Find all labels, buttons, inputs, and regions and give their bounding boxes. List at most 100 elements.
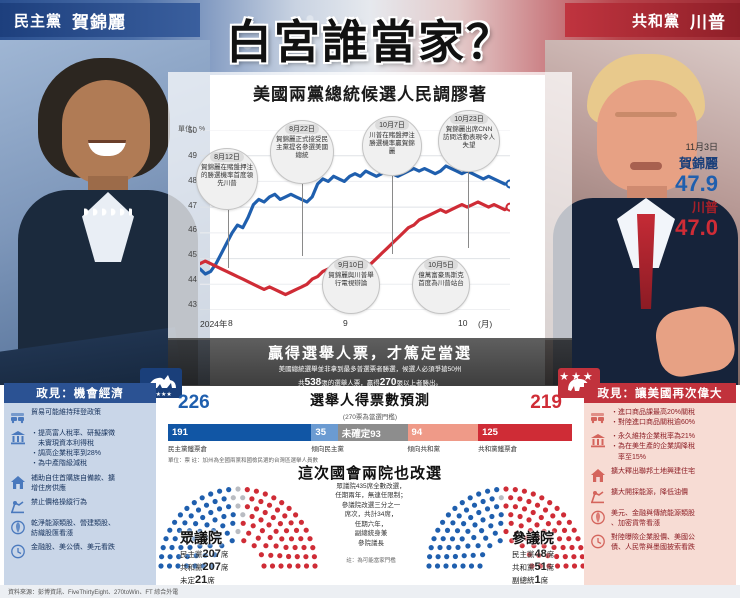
policy-item: 金融股、美公債、美元看跌 xyxy=(9,543,151,560)
chamber-seat xyxy=(508,495,514,501)
chamber-seat xyxy=(258,498,264,505)
chamber-seat xyxy=(498,495,504,501)
chamber-seat xyxy=(452,553,458,560)
chamber-seat xyxy=(307,536,313,542)
chamber-seat xyxy=(216,506,223,512)
policy-item: 貿易可能維持拜登政策 xyxy=(9,408,151,425)
chamber-seat xyxy=(545,553,551,559)
chamber-seat xyxy=(212,498,218,505)
congress-note-line: 任期六年， xyxy=(354,520,388,528)
congress-note-line: 眾議院435席全數改選， xyxy=(336,483,406,490)
chamber-seat xyxy=(240,520,246,526)
policy-item-text: 貿易可能維持拜登政策 xyxy=(31,408,101,418)
chamber-seat xyxy=(449,536,456,542)
policy-line: 美元、金融與傳統能源類股 xyxy=(611,509,695,517)
chamber-seat xyxy=(444,554,450,560)
house-name: 眾議院 xyxy=(180,530,222,546)
annotation-bubble-3: 9月10日 賀錦麗與川普舉行電視辯論 xyxy=(322,256,380,314)
chamber-seat xyxy=(303,563,310,569)
chamber-seat xyxy=(176,554,182,560)
chamber-seat xyxy=(261,563,267,569)
chamber-seat xyxy=(518,523,524,529)
chamber-seat xyxy=(534,522,540,528)
chamber-row: 共和黨51席 xyxy=(512,561,554,573)
chamber-seat xyxy=(172,519,178,525)
banner-l2e: 張以上者勝出。 xyxy=(396,379,442,387)
chamber-seat xyxy=(451,563,458,569)
chamber-seat xyxy=(440,536,446,542)
chamber-seat xyxy=(578,545,584,551)
chamber-seat xyxy=(538,514,544,521)
policy-item: 對陸曝險企業股價、美國公 債、人民幣與墨國披索看跌 xyxy=(589,533,731,553)
poll-endpoint-harris xyxy=(505,179,510,189)
policy-item-text: ・提高富人稅率、研擬課徵 未實現資本利得稅 ・調高企業稅率到28% ・為中產階級減稅 xyxy=(31,429,115,470)
y-tick-44: 44 xyxy=(188,275,197,285)
chamber-seat xyxy=(541,543,547,549)
chamber-seat xyxy=(192,563,198,569)
chamber-seat xyxy=(547,500,553,506)
policy-line: 貿易可能維持拜登政策 xyxy=(31,409,101,416)
congress-note-line: 任期兩年，無連任限制； xyxy=(335,492,407,500)
chamber-seat xyxy=(498,520,504,526)
chamber-seat xyxy=(437,544,443,551)
oil-pump-icon xyxy=(589,488,606,505)
chamber-row-value: 207 xyxy=(202,548,221,560)
chamber-seat xyxy=(460,563,466,569)
chamber-seat xyxy=(310,545,316,551)
poll-endpoint-trump xyxy=(505,202,510,212)
chamber-seat xyxy=(183,563,190,569)
chamber-seat xyxy=(273,528,279,534)
banner-line1: 美國總統選舉並非拿到最多普選票者勝選，候選人必須爭搶50州 xyxy=(278,366,462,373)
chamber-seat xyxy=(428,545,434,551)
chamber-seat xyxy=(523,535,529,541)
chart-title: 美國兩黨總統候選人民調膠著 xyxy=(253,85,487,104)
chamber-seat xyxy=(531,543,537,549)
electoral-key-4: 共和黨鐵票倉 xyxy=(478,446,518,453)
chamber-seat xyxy=(489,513,495,520)
policy-item-text: 擴大開採能源，降低油價 xyxy=(611,488,688,498)
result-date: 11月3日 xyxy=(685,142,718,152)
policy-line: 金融股、美公債、美元看跌 xyxy=(31,544,115,552)
chamber-seat xyxy=(483,535,489,541)
chamber-seat xyxy=(312,563,318,569)
chamber-row-value: 21 xyxy=(195,574,208,586)
policy-line: ・為中產階級減稅 xyxy=(31,460,87,468)
chamber-seat xyxy=(182,520,188,526)
chamber-seat xyxy=(456,513,462,519)
chamber-seat xyxy=(562,554,568,560)
chamber-seat xyxy=(479,528,485,534)
electoral-vote-banner: 贏得選舉人票，才篤定當選 美國總統選舉並非拿到最多普選票者勝選，候選人必須爭搶5… xyxy=(168,338,572,388)
chamber-seat xyxy=(575,536,581,542)
annotation-date: 8月12日 xyxy=(210,152,244,162)
trump-policy-panel: 政見：讓美國再次偉大 ・進口商品課最高20%關稅 ・對陸進口商品關稅逾60% ・永久… xyxy=(584,383,736,588)
annotation-stem xyxy=(302,184,303,256)
chamber-row-value: 51 xyxy=(534,561,547,573)
electoral-segment-4: 125 xyxy=(478,424,572,441)
chamber-seat xyxy=(259,528,265,534)
chamber-row: 民主黨48席 xyxy=(512,548,554,560)
chamber-seat xyxy=(163,536,169,542)
policy-line: 率至15% xyxy=(611,453,647,461)
chamber-seat xyxy=(230,520,236,526)
electoral-bar-keys: 民主黨鐵票倉 傾向民主黨 傾向共和黨 共和黨鐵票倉 xyxy=(168,443,572,455)
chamber-seat xyxy=(271,495,277,501)
policy-item: 乾淨能源類股、營建類股、 紡織股匯看漲 xyxy=(9,519,151,539)
chamber-seat xyxy=(487,543,493,549)
electoral-segment-0: 191 xyxy=(168,424,312,441)
chamber-seat xyxy=(566,519,572,525)
chamber-seat xyxy=(278,563,284,569)
y-tick-43: 43 xyxy=(188,300,197,309)
chamber-seat xyxy=(480,552,486,558)
result-dem-name: 賀錦麗 xyxy=(678,156,718,171)
chamber-seat xyxy=(279,500,285,506)
x-tick-10: 10 xyxy=(458,318,468,328)
page-header: 民主黨 賀錦麗 共和黨 川普 xyxy=(0,0,740,75)
chamber-seat xyxy=(244,504,250,510)
chamber-seat xyxy=(492,530,498,536)
energy-icon xyxy=(589,509,606,526)
chamber-seat xyxy=(293,512,299,518)
chamber-seat xyxy=(209,563,215,569)
annotation-bubble-5: 10月7日 川普在賭盤押注勝選機率贏賀錦麗 xyxy=(362,116,422,176)
chamber-seat xyxy=(273,543,279,549)
chamber-seat xyxy=(494,487,500,493)
